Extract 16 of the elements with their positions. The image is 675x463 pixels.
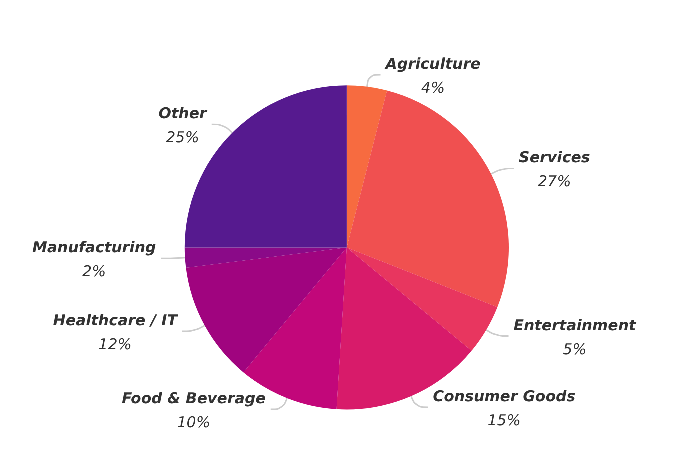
data-label: 15% [488,411,522,430]
data-label: 10% [177,414,211,432]
data-label: 5% [563,340,587,358]
slice-label: Other [158,104,208,123]
slice-label: Entertainment [514,316,638,334]
data-label: 2% [82,262,106,281]
data-label: 25% [166,128,200,147]
slice-label: Services [519,148,590,167]
slice-label: Healthcare / IT [53,312,180,330]
data-label: 27% [538,172,572,191]
slice-label: Agriculture [384,55,481,74]
slice-label: Consumer Goods [433,387,576,406]
slice-label: Manufacturing [32,238,157,257]
data-label: 12% [98,336,132,354]
slice-label: Food & Beverage [122,390,266,408]
data-label: 4% [421,79,446,98]
